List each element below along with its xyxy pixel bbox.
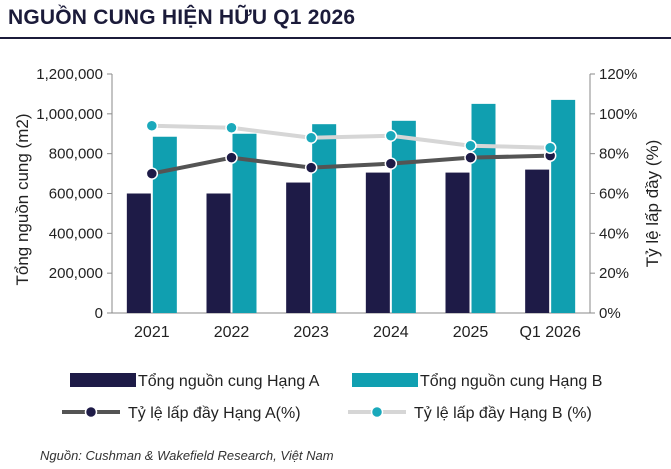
bars (126, 99, 576, 314)
y-tick-label-right: 80% (599, 146, 629, 163)
x-tick-label: 2021 (134, 324, 170, 341)
x-tick-label: 2022 (214, 324, 250, 341)
marker-hang-b (145, 119, 159, 133)
legend-item-occupancy-a: Tỷ lệ lấp đầy Hạng A(%) (62, 405, 301, 422)
source-note: Nguồn: Cushman & Wakefield Research, Việ… (40, 448, 334, 463)
y-tick-label-right: 40% (599, 225, 629, 242)
marker-hang-a (225, 151, 238, 164)
legend-marker (84, 405, 98, 419)
x-tick-label: 2025 (453, 324, 489, 341)
legend-swatch (352, 373, 418, 387)
occupancy-lines (145, 119, 557, 180)
axes: 0 200,000 400,000 600,000 800,000 1,000,000 1,… (13, 66, 662, 341)
marker-hang-b (225, 121, 238, 135)
legend-marker (370, 405, 384, 419)
gridlines (111, 74, 591, 314)
legend-label: Tỷ lệ lấp đầy Hạng A(%) (128, 405, 301, 422)
y-tick-label-left: 1,000,000 (36, 106, 103, 123)
legend-label: Tỷ lệ lấp đầy Hạng B (%) (414, 405, 592, 422)
bar-hang-b (391, 120, 416, 313)
bar-hang-a (206, 193, 231, 313)
y-tick-label-right: 120% (599, 66, 637, 83)
marker-hang-a (384, 157, 398, 170)
marker-hang-b (464, 139, 477, 152)
bar-hang-a (525, 169, 550, 313)
bar-hang-a (126, 193, 151, 313)
line-hang-b (151, 123, 551, 150)
bar-hang-b (232, 133, 257, 313)
y-tick-label-left: 200,000 (49, 265, 103, 282)
bar-hang-b (551, 99, 576, 314)
bar-hang-a (286, 182, 311, 313)
x-tick-label: Q1 2026 (519, 324, 580, 341)
marker-hang-b (304, 131, 318, 144)
x-tick-label: 2023 (293, 324, 329, 341)
y-tick-label-left: 400,000 (49, 225, 103, 242)
bar-hang-b (471, 103, 496, 313)
y-tick-label-left: 1,200,000 (36, 66, 103, 83)
chart-title: NGUỒN CUNG HIỆN HỮU Q1 2026 (8, 6, 356, 29)
legend-label: Tổng nguồn cung Hạng B (420, 372, 602, 390)
legend-item-occupancy-b: Tỷ lệ lấp đầy Hạng B (%) (348, 405, 592, 422)
y-tick-label-right: 60% (599, 186, 629, 203)
marker-hang-b (543, 141, 557, 154)
bar-hang-b (312, 124, 337, 313)
bar-hang-a (365, 172, 390, 313)
y-axis-title-right: Tỷ lệ lấp đầy (%) (643, 140, 662, 268)
marker-hang-a (145, 167, 159, 180)
title-divider (0, 37, 671, 39)
legend: Tổng nguồn cung Hạng A Tổng nguồn cung Hạ… (62, 372, 602, 422)
y-tick-label-right: 20% (599, 265, 629, 282)
marker-hang-b (384, 129, 398, 142)
marker-hang-a (304, 161, 318, 174)
y-tick-label-right: 0% (599, 305, 621, 322)
y-tick-label-left: 600,000 (49, 186, 103, 203)
line-hang-a (151, 153, 551, 176)
bar-hang-a (445, 172, 470, 313)
y-axis-title-left: Tổng nguồn cung (m2) (13, 114, 32, 286)
y-tick-label-right: 100% (599, 106, 637, 123)
marker-hang-a (464, 151, 477, 164)
legend-swatch (70, 373, 136, 387)
x-tick-label: 2024 (373, 324, 409, 341)
y-tick-label-left: 800,000 (49, 146, 103, 163)
legend-label: Tổng nguồn cung Hạng A (138, 372, 320, 390)
legend-item-hang-b: Tổng nguồn cung Hạng B (352, 372, 602, 390)
legend-item-hang-a: Tổng nguồn cung Hạng A (70, 372, 320, 390)
bar-hang-b (152, 136, 177, 313)
y-tick-label-left: 0 (95, 305, 103, 322)
